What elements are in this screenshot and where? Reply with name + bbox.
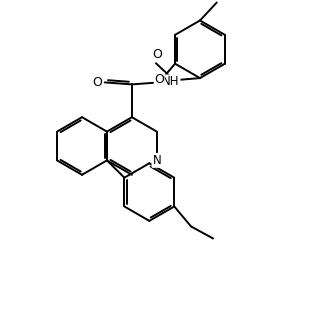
- Text: O: O: [92, 76, 102, 89]
- Text: NH: NH: [162, 75, 180, 88]
- Text: N: N: [152, 154, 161, 167]
- Text: O: O: [154, 73, 164, 86]
- Text: O: O: [152, 48, 162, 61]
